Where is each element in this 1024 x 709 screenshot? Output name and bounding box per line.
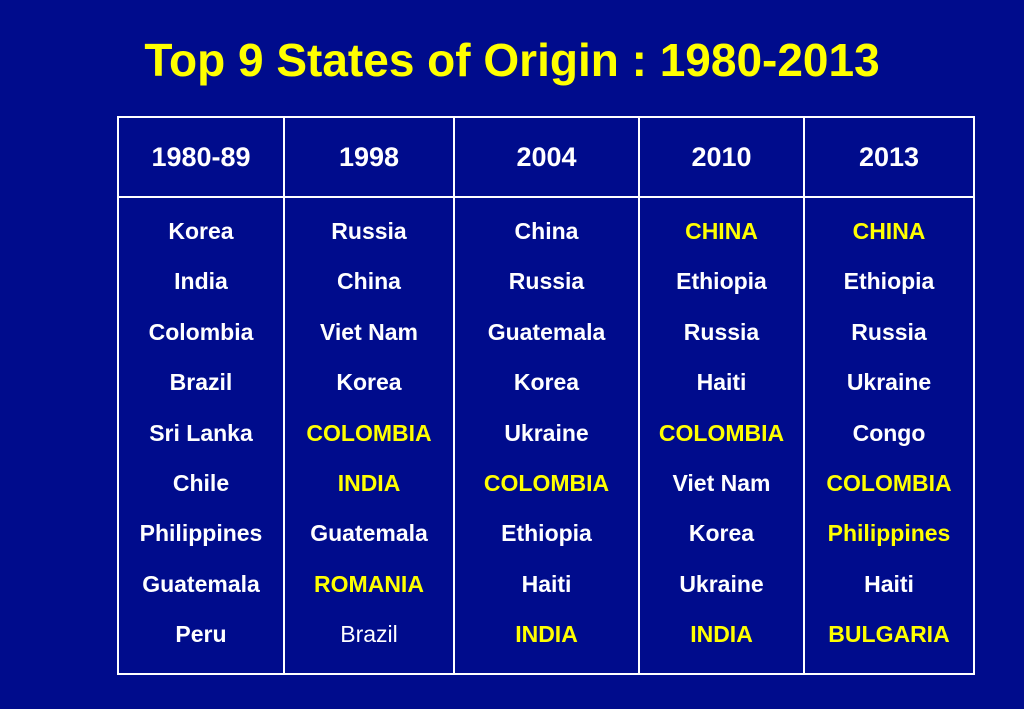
year-column: Russia China Viet Nam Korea COLOMBIA INDIA Gua… bbox=[283, 197, 455, 674]
country-entry: BULGARIA bbox=[828, 621, 950, 648]
country-entry: Chile bbox=[172, 469, 230, 496]
country-entry: Sri Lanka bbox=[149, 419, 253, 446]
year-column: Korea India Colombia Brazil Sri Lanka Chile Ph… bbox=[117, 197, 285, 674]
country-entry: Viet Nam bbox=[672, 469, 771, 496]
country-entry: COLOMBIA bbox=[826, 469, 952, 496]
country-entry: Ethiopia bbox=[676, 268, 767, 295]
country-entry: Ethiopia bbox=[843, 268, 935, 295]
country-entry: Korea bbox=[336, 369, 402, 396]
country-entry: INDIA bbox=[690, 621, 753, 648]
country-entry: Colombia bbox=[148, 318, 254, 345]
country-entry: Haiti bbox=[864, 570, 914, 597]
country-entry: Philippines bbox=[139, 520, 263, 547]
country-entry: CHINA bbox=[852, 218, 926, 244]
country-entry: Russia bbox=[851, 318, 927, 345]
header-row: 1980-89 1998 2004 2010 2013 bbox=[117, 116, 975, 198]
country-entry: Brazil bbox=[340, 621, 398, 648]
country-entry: Congo bbox=[852, 419, 926, 446]
country-entry: INDIA bbox=[337, 469, 401, 496]
country-entry: Ukraine bbox=[846, 369, 932, 396]
year-column: CHINA Ethiopia Russia Ukraine Congo COLOMBIA P… bbox=[803, 197, 975, 674]
country-entry: COLOMBIA bbox=[306, 419, 432, 446]
country-entry: India bbox=[174, 268, 228, 295]
country-entry: Peru bbox=[175, 621, 227, 648]
country-entry: China bbox=[514, 218, 579, 244]
country-entry: Ethiopia bbox=[501, 520, 592, 547]
country-entry: Russia bbox=[508, 268, 585, 295]
country-entry: Guatemala bbox=[310, 520, 428, 547]
country-entry: Korea bbox=[688, 520, 755, 547]
country-entry: Korea bbox=[513, 369, 580, 396]
country-entry: INDIA bbox=[515, 621, 578, 648]
column-header: 2004 bbox=[453, 116, 640, 198]
country-entry: Haiti bbox=[521, 570, 572, 597]
column-header: 2010 bbox=[638, 116, 805, 198]
country-entry: Korea bbox=[168, 218, 234, 244]
slide-title: Top 9 States of Origin : 1980-2013 bbox=[144, 34, 880, 86]
country-entry: ROMANIA bbox=[314, 570, 424, 597]
country-entry: COLOMBIA bbox=[658, 419, 785, 446]
country-entry: Viet Nam bbox=[319, 318, 418, 345]
column-header: 1980-89 bbox=[117, 116, 285, 198]
origins-table: 1980-89 1998 2004 2010 2013 Korea India Co… bbox=[117, 116, 975, 675]
country-entry: China bbox=[337, 268, 401, 295]
country-entry: COLOMBIA bbox=[483, 469, 610, 496]
country-entry: Brazil bbox=[169, 369, 233, 396]
column-header: 1998 bbox=[283, 116, 455, 198]
country-entry: CHINA bbox=[685, 218, 758, 244]
year-column: China Russia Guatemala Korea Ukraine COLOMBIA… bbox=[453, 197, 640, 674]
country-entry: Russia bbox=[331, 218, 407, 244]
body-row: Korea India Colombia Brazil Sri Lanka Chile Ph… bbox=[117, 197, 975, 674]
country-entry: Ukraine bbox=[504, 419, 589, 446]
column-header: 2013 bbox=[803, 116, 975, 198]
country-entry: Russia bbox=[683, 318, 760, 345]
country-entry: Guatemala bbox=[142, 570, 260, 597]
country-entry: Philippines bbox=[827, 520, 951, 547]
year-column: CHINA Ethiopia Russia Haiti COLOMBIA Viet Nam… bbox=[638, 197, 805, 674]
country-entry: Ukraine bbox=[679, 570, 764, 597]
country-entry: Haiti bbox=[696, 369, 747, 396]
country-entry: Guatemala bbox=[487, 318, 606, 345]
